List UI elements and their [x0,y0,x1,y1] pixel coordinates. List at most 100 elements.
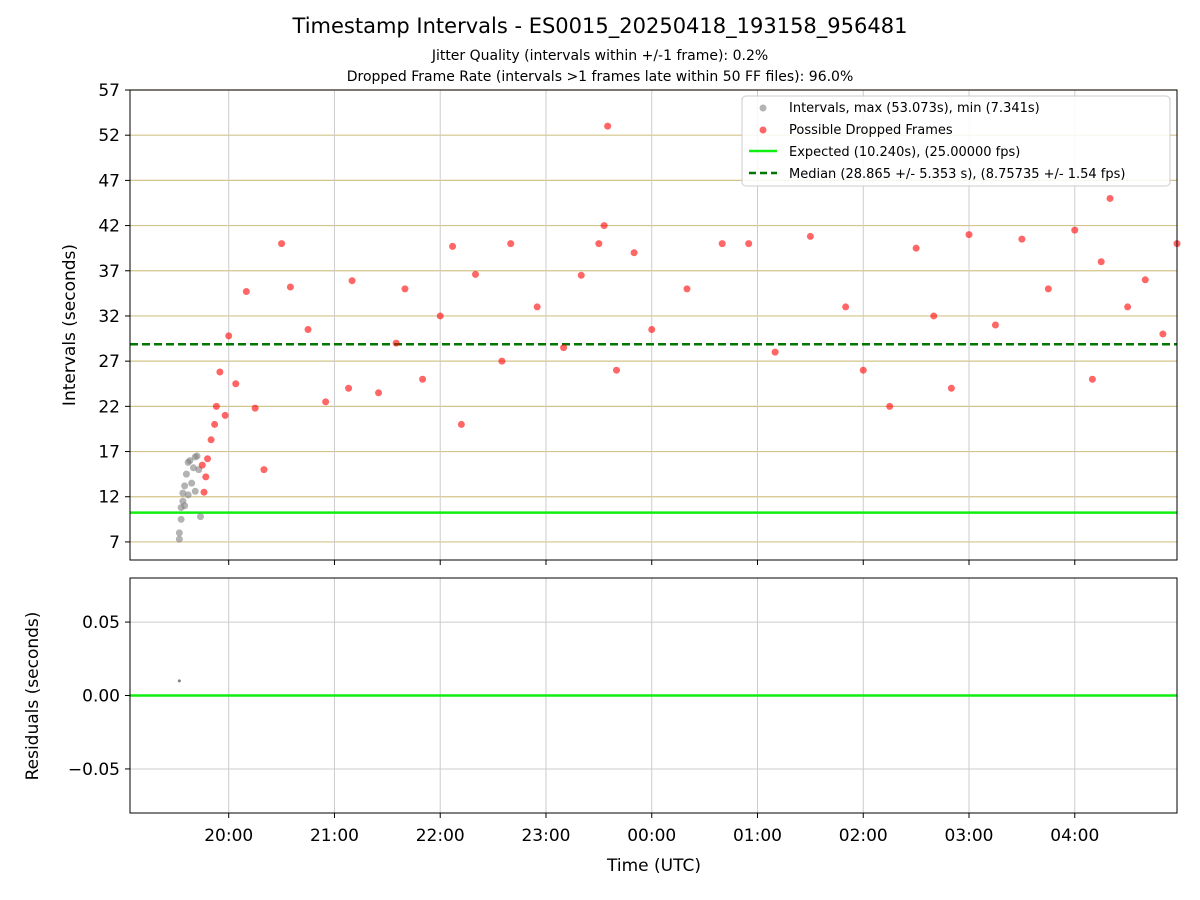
x-tick-label: 02:00 [839,826,888,846]
dropped-frame-point [533,303,541,311]
residuals-y-ticks: 0.05 0.00 −0.05 [68,613,130,780]
x-tick-label: 22:00 [416,826,465,846]
dropped-frame-point [375,389,383,397]
dropped-frame-point [1071,226,1079,234]
dropped-frame-point [212,402,220,410]
residual-point [177,679,181,683]
intervals-y-ticks: 7 12 17 22 27 32 37 42 47 52 57 [98,81,130,553]
dropped-frame-point [200,488,208,496]
dropped-frame-point [419,375,427,383]
dropped-frame-point [842,303,850,311]
legend: Intervals, max (53.073s), min (7.341s) P… [741,95,1171,187]
dropped-frame-point [912,244,920,252]
interval-point [193,452,201,460]
dropped-frame-point [304,326,312,334]
dropped-frame-point [211,420,219,428]
dropped-frame-point [498,357,506,365]
x-tick-label: 23:00 [521,826,570,846]
dropped-frame-point [965,231,973,239]
y-tick-label: 7 [109,533,120,553]
dropped-frame-point [1088,375,1096,383]
dropped-frame-point [771,348,779,356]
legend-intervals-label: Intervals, max (53.073s), min (7.341s) [789,101,1040,116]
dropped-frame-point [745,240,753,248]
y-tick-label: 0.00 [82,687,120,707]
legend-intervals-marker [759,104,767,112]
y-tick-label: 32 [98,307,120,327]
legend-median-label: Median (28.865 +/- 5.353 s), (8.75735 +/… [789,167,1125,182]
legend-expected-label: Expected (10.240s), (25.00000 fps) [789,145,1020,160]
intervals-panel: 7 12 17 22 27 32 37 42 47 52 57 Intervals (seconds… [60,81,1181,565]
dropped-frame-point [718,240,726,248]
interval-point [182,470,190,478]
dropped-frame-point [392,339,400,347]
y-tick-label: 52 [98,126,120,146]
chart-title: Timestamp Intervals - ES0015_20250418_19… [292,14,908,38]
y-tick-label: 47 [98,171,120,191]
dropped-frame-point [198,461,206,469]
x-tick-label: 01:00 [733,826,782,846]
y-tick-label: 12 [98,488,120,508]
y-tick-label: −0.05 [68,760,120,780]
dropped-frame-point [202,473,210,481]
dropped-frame-point [204,455,212,463]
interval-point [188,479,196,487]
interval-point [175,529,183,537]
interval-point [184,491,192,499]
dropped-frame-point [1097,258,1105,266]
dropped-frame-point [232,380,240,388]
dropped-frame-point [251,404,259,412]
dropped-frame-rate-subtitle: Dropped Frame Rate (intervals >1 frames … [346,69,854,85]
dropped-frame-point [630,249,638,257]
dropped-frame-point [260,466,268,474]
dropped-frame-point [225,332,233,340]
dropped-frame-point [600,222,608,230]
dropped-frame-point [348,277,356,285]
dropped-frame-point [207,436,215,444]
interval-point [197,513,205,521]
dropped-frame-point [471,270,479,278]
interval-point [175,535,183,543]
x-tick-label: 00:00 [627,826,676,846]
interval-point [189,464,197,472]
dropped-frame-point [216,368,224,376]
x-axis-label: Time (UTC) [606,856,701,876]
dropped-frame-point [1106,194,1114,202]
dropped-frame-point [859,366,867,374]
y-tick-label: 0.05 [82,613,120,633]
interval-point [186,457,194,465]
intervals-y-axis-label: Intervals (seconds) [60,244,80,406]
dropped-frame-point [612,366,620,374]
intervals-x-ticks [228,560,1076,565]
y-tick-label: 17 [98,443,120,463]
dropped-frame-point [604,122,612,130]
dropped-frame-point [886,402,894,410]
dropped-frame-point [683,285,691,293]
dropped-frame-point [930,312,938,320]
dropped-frame-point [436,312,444,320]
interval-point [181,502,189,510]
x-tick-label: 20:00 [204,826,253,846]
residuals-x-ticks: 20:00 21:00 22:00 23:00 00:00 01:00 02:00 03:00… [204,813,1099,846]
y-tick-label: 22 [98,397,120,417]
intervals-reference-lines [130,343,1177,514]
y-tick-label: 37 [98,262,120,282]
x-tick-label: 04:00 [1050,826,1099,846]
interval-point [179,489,187,497]
dropped-frame-point [278,240,286,248]
interval-point [181,482,189,490]
dropped-frame-point [947,384,955,392]
dropped-frame-point [577,271,585,279]
dropped-frame-point [507,240,515,248]
jitter-quality-subtitle: Jitter Quality (intervals within +/-1 fr… [431,48,769,64]
residuals-y-axis-label: Residuals (seconds) [23,612,43,781]
x-tick-label: 03:00 [945,826,994,846]
legend-dropped-marker [759,126,767,134]
dropped-frame-point [242,288,250,296]
dropped-frame-point [806,232,814,240]
dropped-frame-point [1018,235,1026,243]
dropped-frame-point [221,411,229,419]
legend-dropped-label: Possible Dropped Frames [789,123,953,138]
y-tick-label: 42 [98,217,120,237]
